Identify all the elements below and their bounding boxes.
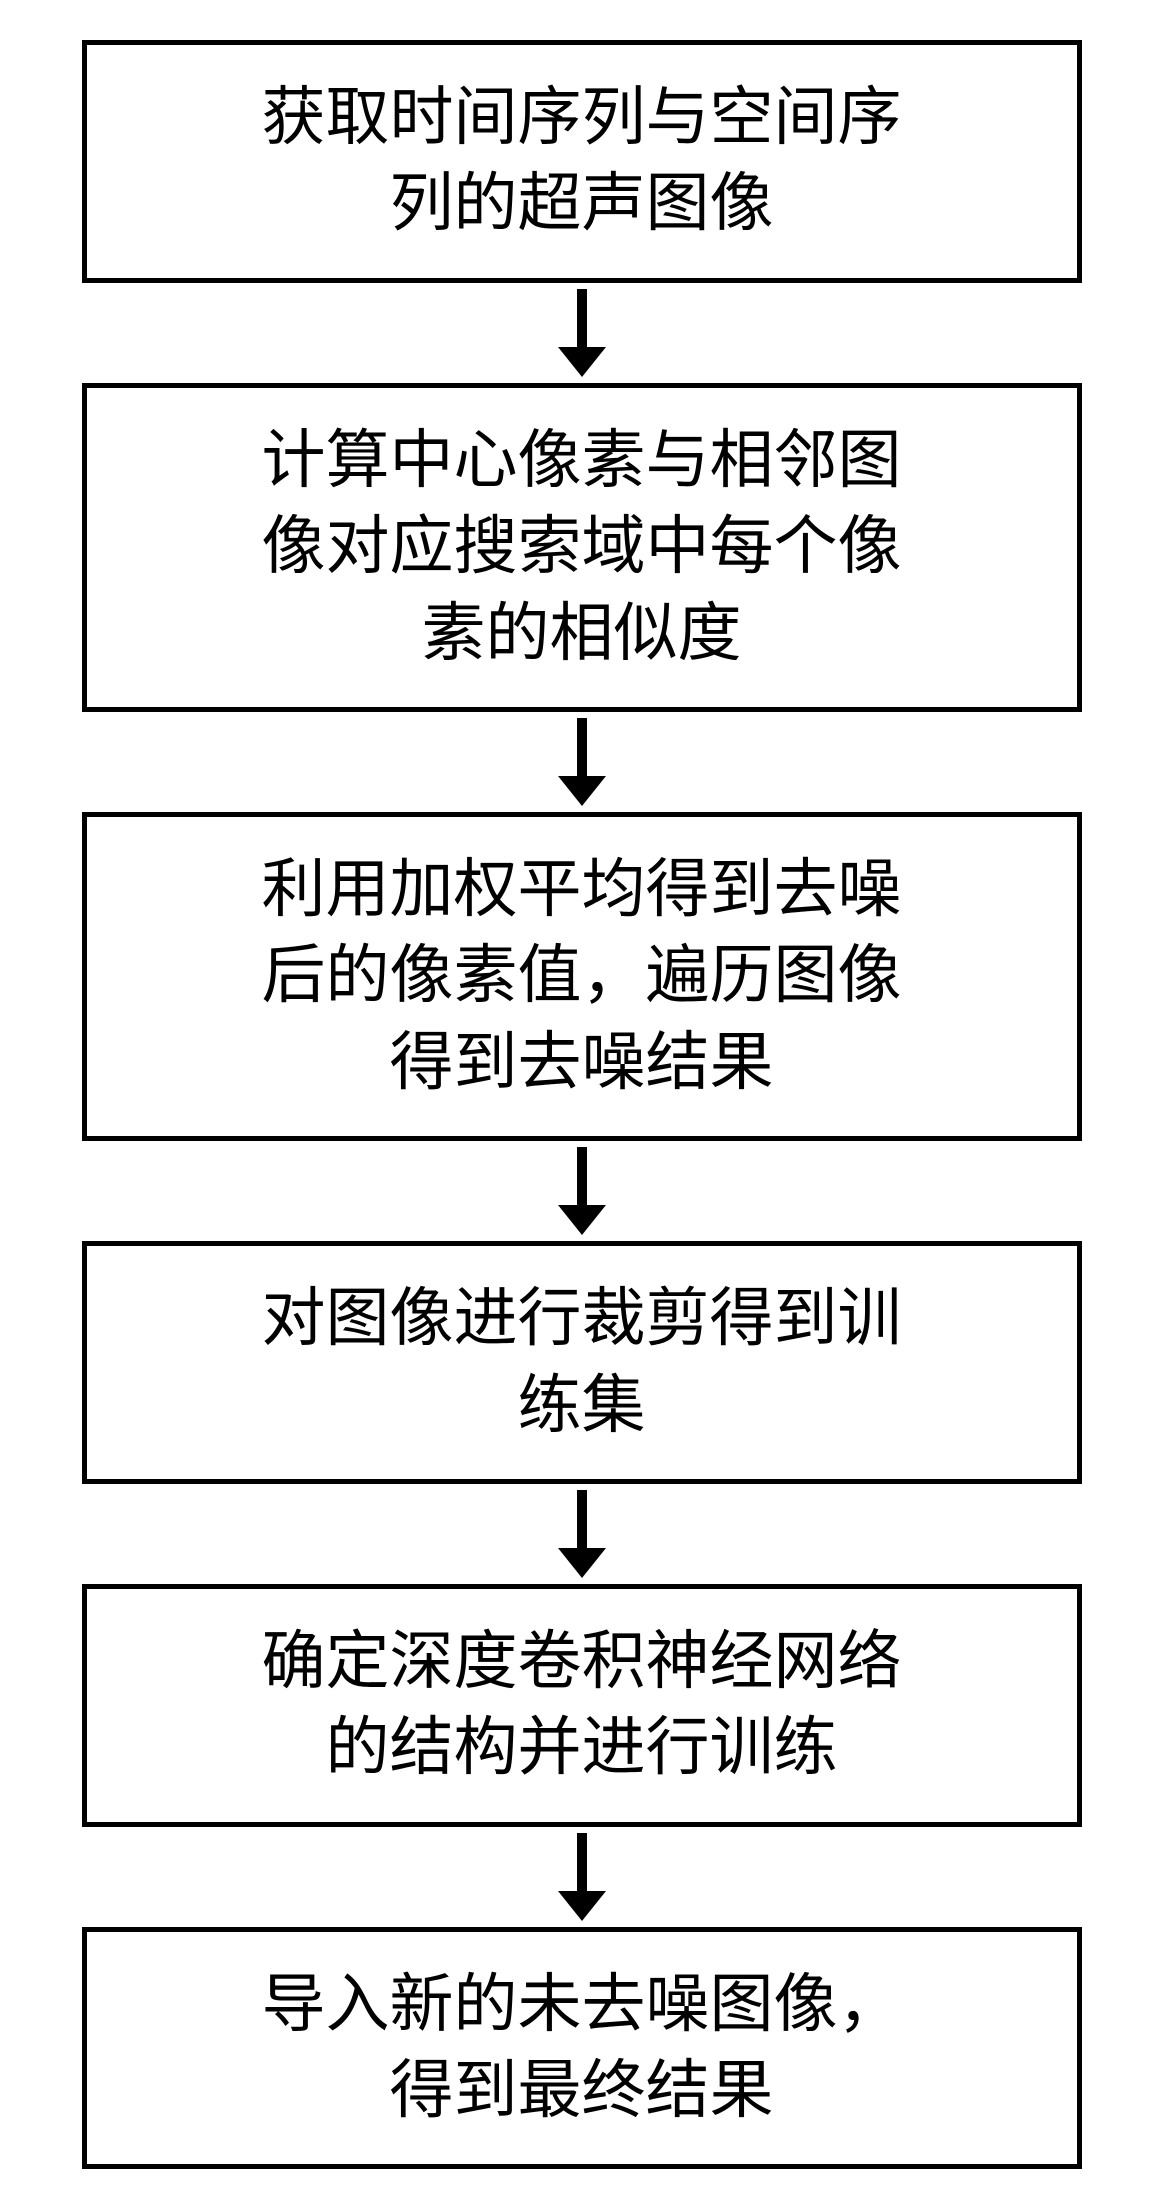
arrow-head-icon — [558, 1548, 606, 1578]
step-text: 获取时间序列与空间序 列的超声图像 — [262, 75, 902, 248]
arrow-connector — [558, 1490, 606, 1578]
arrow-head-icon — [558, 1205, 606, 1235]
arrow-connector — [558, 1833, 606, 1921]
arrow-line — [577, 1147, 587, 1207]
arrow-connector — [558, 718, 606, 806]
flowchart-step-2: 计算中心像素与相邻图 像对应搜索域中每个像 素的相似度 — [82, 383, 1082, 712]
step-text: 计算中心像素与相邻图 像对应搜索域中每个像 素的相似度 — [262, 418, 902, 677]
step-text: 对图像进行裁剪得到训 练集 — [262, 1276, 902, 1449]
flowchart-step-3: 利用加权平均得到去噪 后的像素值，遍历图像 得到去噪结果 — [82, 812, 1082, 1141]
step-text: 导入新的未去噪图像， 得到最终结果 — [262, 1962, 902, 2135]
arrow-head-icon — [558, 776, 606, 806]
arrow-line — [577, 1833, 587, 1893]
arrow-line — [577, 718, 587, 778]
arrow-connector — [558, 1147, 606, 1235]
arrow-line — [577, 1490, 587, 1550]
step-text: 确定深度卷积神经网络 的结构并进行训练 — [262, 1619, 902, 1792]
flowchart-step-4: 对图像进行裁剪得到训 练集 — [82, 1241, 1082, 1484]
step-text: 利用加权平均得到去噪 后的像素值，遍历图像 得到去噪结果 — [262, 847, 902, 1106]
arrow-line — [577, 289, 587, 349]
flowchart-step-6: 导入新的未去噪图像， 得到最终结果 — [82, 1927, 1082, 2170]
arrow-connector — [558, 289, 606, 377]
flowchart-step-1: 获取时间序列与空间序 列的超声图像 — [82, 40, 1082, 283]
flowchart-step-5: 确定深度卷积神经网络 的结构并进行训练 — [82, 1584, 1082, 1827]
arrow-head-icon — [558, 1891, 606, 1921]
arrow-head-icon — [558, 347, 606, 377]
flowchart-container: 获取时间序列与空间序 列的超声图像 计算中心像素与相邻图 像对应搜索域中每个像 … — [82, 40, 1082, 2169]
